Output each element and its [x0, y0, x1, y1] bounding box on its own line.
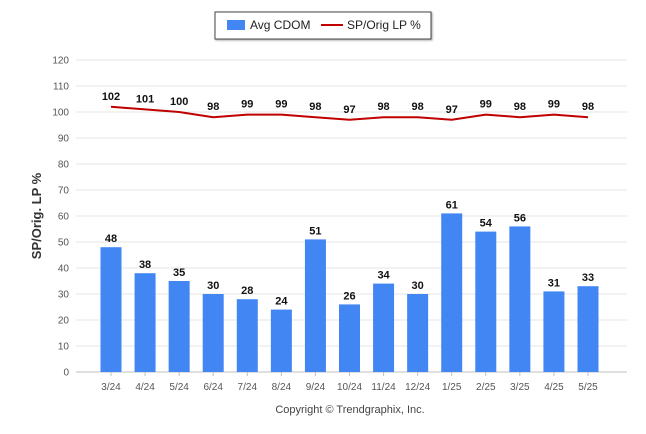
bar-data-label: 54: [480, 218, 493, 230]
line-data-labels: 102 101 100 98 99 99 98 97 98 98 97 99 98 99 98: [102, 91, 594, 116]
bar-data-label: 34: [377, 270, 390, 282]
bar-data-label: 51: [309, 225, 321, 237]
y-axis-label: SP/Orig. LP %: [29, 172, 44, 259]
x-tick-label: 8/24: [272, 382, 292, 393]
line-data-label: 101: [136, 93, 154, 105]
y-tick-label: 110: [53, 82, 69, 93]
bar: [236, 299, 258, 372]
y-tick-label: 60: [58, 212, 70, 223]
line-data-label: 97: [446, 104, 458, 116]
line-data-label: 98: [309, 101, 321, 113]
y-tick-label: 50: [58, 238, 70, 249]
x-tick-label: 3/25: [510, 382, 530, 393]
x-tick-label: 3/24: [101, 382, 121, 393]
copyright-text: Copyright © Trendgraphix, Inc.: [275, 404, 424, 416]
line-data-label: 99: [241, 99, 253, 111]
bar-data-label: 31: [548, 277, 560, 289]
line-path: [110, 105, 589, 121]
bar-data-labels: 48 38 35 30 28 24 51 26 34 30 61 54 56 31 33: [105, 199, 594, 307]
y-tick-label: 120: [52, 56, 69, 67]
bar: [304, 239, 326, 372]
bar: [543, 291, 565, 372]
bar-data-label: 38: [139, 259, 151, 271]
bar-data-label: 30: [207, 280, 219, 292]
x-tick-label: 2/25: [476, 382, 496, 393]
line-data-label: 99: [480, 99, 492, 111]
y-tick-label: 70: [58, 186, 70, 197]
bar: [168, 281, 190, 372]
bar: [202, 294, 224, 372]
line-data-label: 102: [102, 91, 120, 103]
line-data-label: 100: [170, 96, 188, 108]
y-tick-label: 100: [52, 108, 69, 119]
bar-data-label: 61: [446, 199, 458, 211]
bar: [134, 273, 156, 372]
bar-data-label: 24: [275, 296, 288, 308]
legend-swatch-avg-cdom: [227, 20, 245, 30]
bar-data-label: 56: [514, 212, 526, 224]
bar-data-label: 26: [343, 290, 355, 302]
bar-series: [100, 213, 599, 372]
y-tick-label: 40: [58, 264, 70, 275]
bar: [100, 247, 122, 372]
bar-data-label: 35: [173, 267, 185, 279]
y-tick-labels: 0 10 20 30 40 50 60 70 80 90 100 110 120: [52, 56, 69, 379]
bar: [407, 294, 429, 372]
x-tick-label: 9/24: [306, 382, 326, 393]
x-tick-labels: 3/24 4/24 5/24 6/24 7/24 8/24 9/24 10/24 11/24 12…: [101, 382, 598, 393]
x-tick-label: 11/24: [371, 382, 396, 393]
gridlines: [76, 59, 627, 376]
x-tick-label: 12/24: [405, 382, 430, 393]
line-data-label: 97: [343, 104, 355, 116]
bar-data-label: 33: [582, 272, 594, 284]
y-tick-label: 90: [58, 134, 70, 145]
legend-label-avg-cdom: Avg CDOM: [250, 18, 310, 32]
x-tick-label: 7/24: [238, 382, 258, 393]
bar: [373, 283, 395, 372]
line-data-label: 98: [582, 101, 594, 113]
legend: Avg CDOM SP/Orig LP %: [214, 11, 432, 40]
line-data-label: 99: [275, 99, 287, 111]
line-data-label: 98: [207, 101, 219, 113]
y-tick-label: 0: [63, 368, 69, 379]
y-tick-label: 10: [58, 342, 70, 353]
line-data-label: 98: [377, 101, 389, 113]
x-tick-label: 6/24: [203, 382, 223, 393]
x-tick-label: 4/25: [544, 382, 564, 393]
line-series: [110, 105, 589, 121]
line-data-label: 98: [514, 101, 526, 113]
bar: [270, 309, 292, 372]
bar: [339, 304, 360, 372]
bar-data-label: 30: [412, 280, 424, 292]
y-tick-label: 80: [58, 160, 70, 171]
line-data-label: 99: [548, 99, 560, 111]
bar-data-label: 48: [105, 233, 117, 245]
x-tick-label: 10/24: [337, 382, 362, 393]
y-tick-label: 20: [58, 316, 70, 327]
x-tick-label: 4/24: [135, 382, 155, 393]
line-data-label: 98: [412, 101, 424, 113]
bar: [441, 213, 463, 372]
bar-data-label: 28: [241, 285, 253, 297]
bar: [509, 226, 531, 372]
legend-label-sp-orig: SP/Orig LP %: [347, 18, 421, 32]
bar: [475, 231, 497, 372]
x-tick-label: 5/24: [169, 382, 189, 393]
bar: [577, 286, 599, 372]
x-tick-label: 1/25: [442, 382, 462, 393]
y-tick-label: 30: [58, 290, 70, 301]
x-tick-label: 5/25: [578, 382, 598, 393]
